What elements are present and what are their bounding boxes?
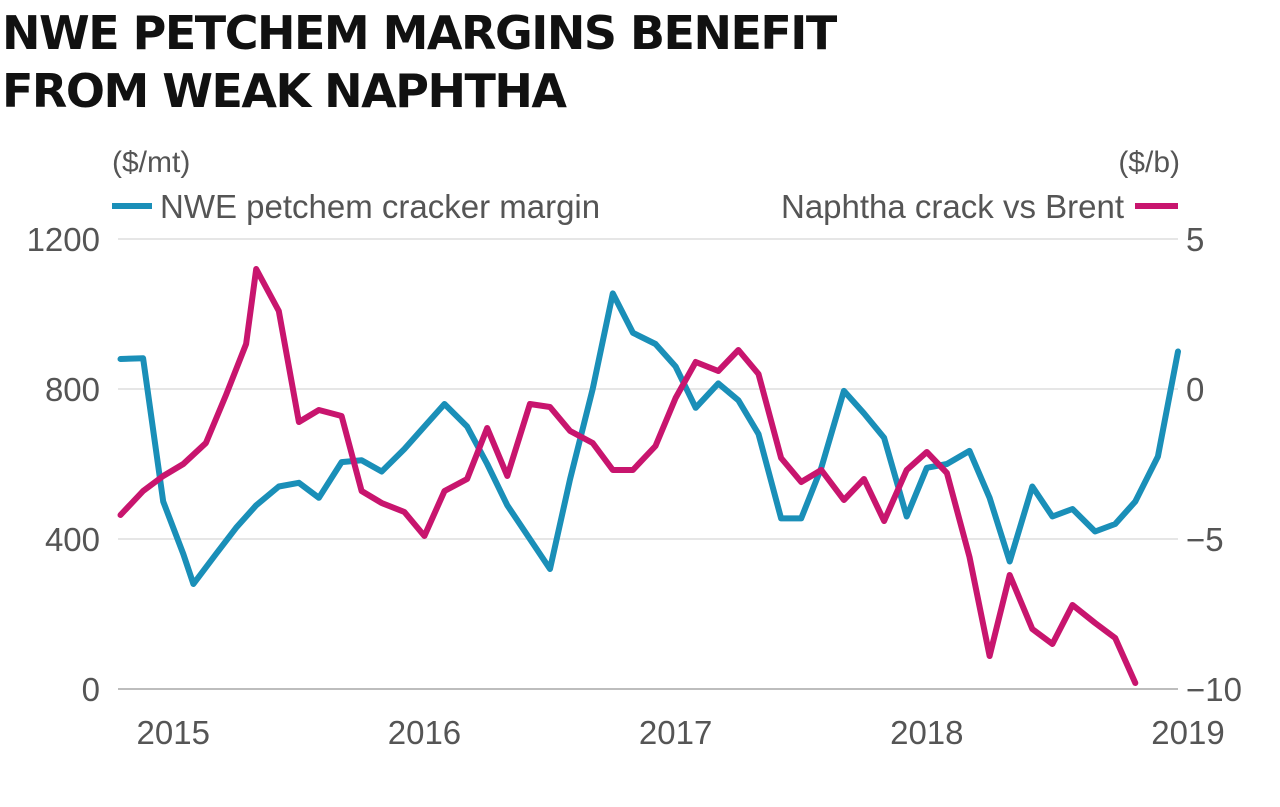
chart-title-line-2: FROM WEAK NAPHTHA	[2, 64, 567, 118]
left-tick-label: 0	[82, 671, 100, 708]
x-tick-label: 2016	[388, 714, 461, 751]
x-tick-label: 2019	[1151, 714, 1224, 751]
right-tick-label: 0	[1186, 371, 1204, 408]
right-tick-label: −5	[1186, 521, 1224, 558]
x-tick-label: 2015	[137, 714, 210, 751]
legend-label-cracker-margin: NWE petchem cracker margin	[160, 188, 600, 225]
left-tick-label: 800	[45, 371, 100, 408]
legend: NWE petchem cracker margin Naphtha crack…	[112, 188, 1178, 225]
chart-title: NWE PETCHEM MARGINS BENEFIT FROM WEAK NA…	[2, 4, 837, 120]
right-tick-label: −10	[1186, 671, 1242, 708]
x-axis-ticks: 2015 2016 2017 2018 2019	[137, 714, 1225, 751]
left-axis-unit: ($/mt)	[112, 146, 190, 179]
right-axis-ticks: −10 −5 0 5	[1186, 221, 1242, 708]
x-tick-label: 2018	[890, 714, 963, 751]
left-tick-label: 400	[45, 521, 100, 558]
chart-title-line-1: NWE PETCHEM MARGINS BENEFIT	[2, 6, 837, 60]
x-tick-label: 2017	[639, 714, 712, 751]
series-line-cracker-margin	[117, 290, 1181, 587]
series-line-naphtha-crack	[117, 266, 1139, 686]
left-tick-label: 1200	[27, 221, 100, 258]
right-axis-unit: ($/b)	[1118, 146, 1180, 179]
series-lines	[117, 266, 1181, 686]
left-axis-ticks: 0 400 800 1200	[27, 221, 100, 708]
right-tick-label: 5	[1186, 221, 1204, 258]
legend-label-naphtha-crack: Naphtha crack vs Brent	[781, 188, 1124, 225]
